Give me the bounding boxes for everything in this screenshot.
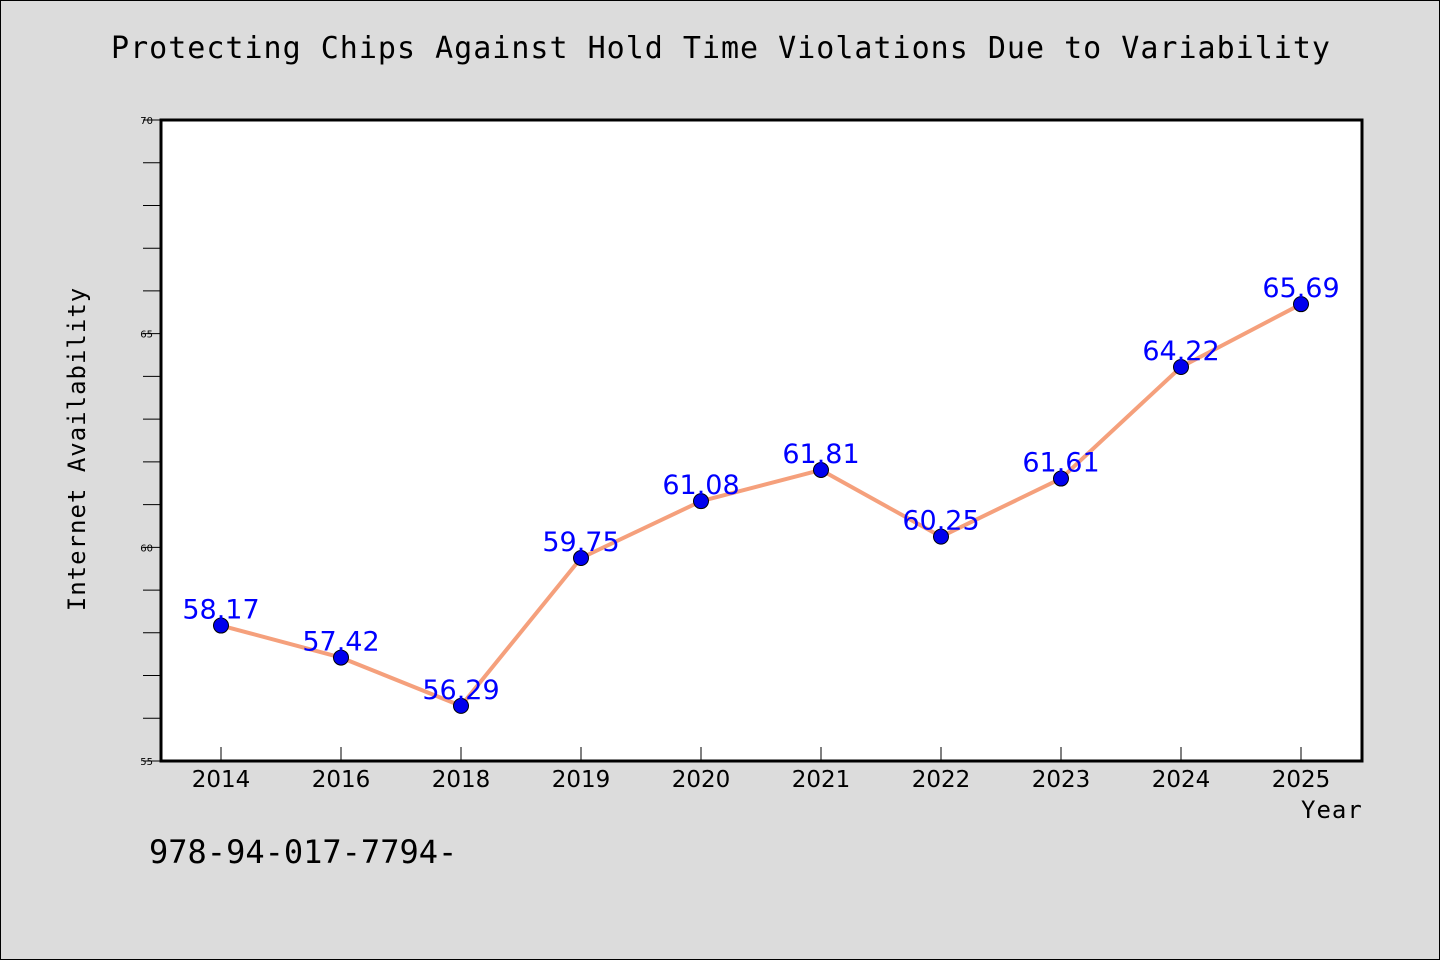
x-tick-label: 2018 [432,767,491,793]
data-point [333,649,349,666]
data-label: 61.81 [782,439,859,470]
data-point [1053,470,1069,487]
x-tick-label: 2014 [192,767,251,793]
data-point [213,617,229,634]
x-tick-label: 2020 [672,767,731,793]
data-point [933,528,949,545]
y-tick-label: 60 [140,543,153,554]
data-label: 56.29 [422,675,499,706]
chart-title: Protecting Chips Against Hold Time Viola… [111,31,1331,66]
data-label: 60.25 [902,506,979,537]
data-label: 64.22 [1142,336,1219,367]
data-label: 58.17 [182,595,259,626]
data-point [1293,296,1309,313]
data-point [573,550,589,567]
y-tick-label: 65 [140,330,153,341]
x-tick-label: 2022 [912,767,971,793]
footer-code: 978-94-017-7794- [149,833,458,871]
x-tick-label: 2024 [1152,767,1211,793]
data-point [1173,358,1189,375]
x-tick-label: 2025 [1272,767,1331,793]
x-tick-label: 2021 [792,767,851,793]
plot-area [159,118,1364,763]
data-point [453,697,469,714]
y-tick-label: 70 [140,116,153,127]
x-tick-label: 2019 [552,767,611,793]
data-label: 65.69 [1262,273,1339,304]
data-label: 61.61 [1022,448,1099,479]
data-point [813,461,829,478]
x-tick-label: 2016 [312,767,371,793]
series-line [219,302,1303,708]
data-point [693,493,709,510]
data-label: 59.75 [542,527,619,558]
x-axis-label: Year [1301,796,1363,824]
data-label: 57.42 [302,627,379,658]
x-tick-label: 2023 [1032,767,1091,793]
y-tick-label: 55 [140,757,153,768]
data-label: 61.08 [662,470,739,501]
